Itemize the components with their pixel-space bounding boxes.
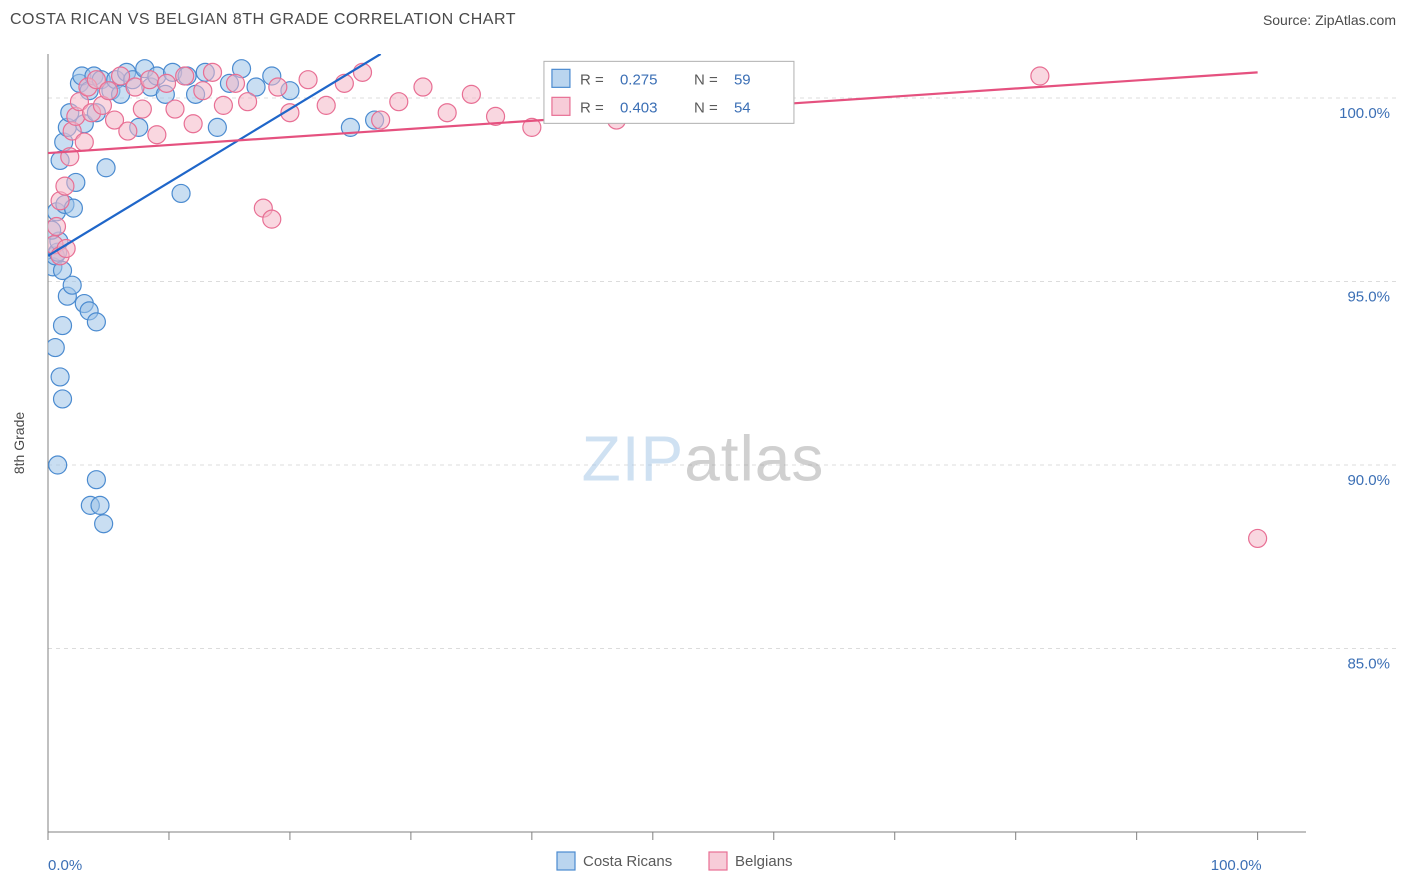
svg-text:100.0%: 100.0% [1211, 857, 1262, 874]
svg-text:8th Grade: 8th Grade [11, 412, 27, 474]
svg-text:N =: N = [694, 71, 718, 88]
svg-text:Costa Ricans: Costa Ricans [583, 853, 672, 870]
chart-source: Source: ZipAtlas.com [1263, 12, 1396, 28]
svg-text:54: 54 [734, 99, 751, 116]
svg-text:100.0%: 100.0% [1339, 105, 1390, 122]
svg-text:0.275: 0.275 [620, 71, 658, 88]
svg-text:90.0%: 90.0% [1347, 472, 1390, 489]
svg-text:59: 59 [734, 71, 751, 88]
chart-header: COSTA RICAN VS BELGIAN 8TH GRADE CORRELA… [0, 0, 1406, 40]
svg-text:R =: R = [580, 71, 604, 88]
svg-text:0.403: 0.403 [620, 99, 658, 116]
svg-text:85.0%: 85.0% [1347, 656, 1390, 673]
chart-title: COSTA RICAN VS BELGIAN 8TH GRADE CORRELA… [10, 11, 516, 29]
svg-text:N =: N = [694, 99, 718, 116]
svg-text:R =: R = [580, 99, 604, 116]
svg-text:95.0%: 95.0% [1347, 289, 1390, 306]
source-label: Source: [1263, 12, 1315, 28]
chart-area: 85.0% 90.0% 95.0% 100.0% 0.0% 100.0% 8th Grade… [0, 40, 1406, 892]
source-value: ZipAtlas.com [1315, 12, 1396, 28]
scatter-chart-svg: 85.0% 90.0% 95.0% 100.0% 0.0% 100.0% 8th Grade… [0, 40, 1406, 892]
svg-text:Belgians: Belgians [735, 853, 793, 870]
svg-text:0.0%: 0.0% [48, 857, 82, 874]
